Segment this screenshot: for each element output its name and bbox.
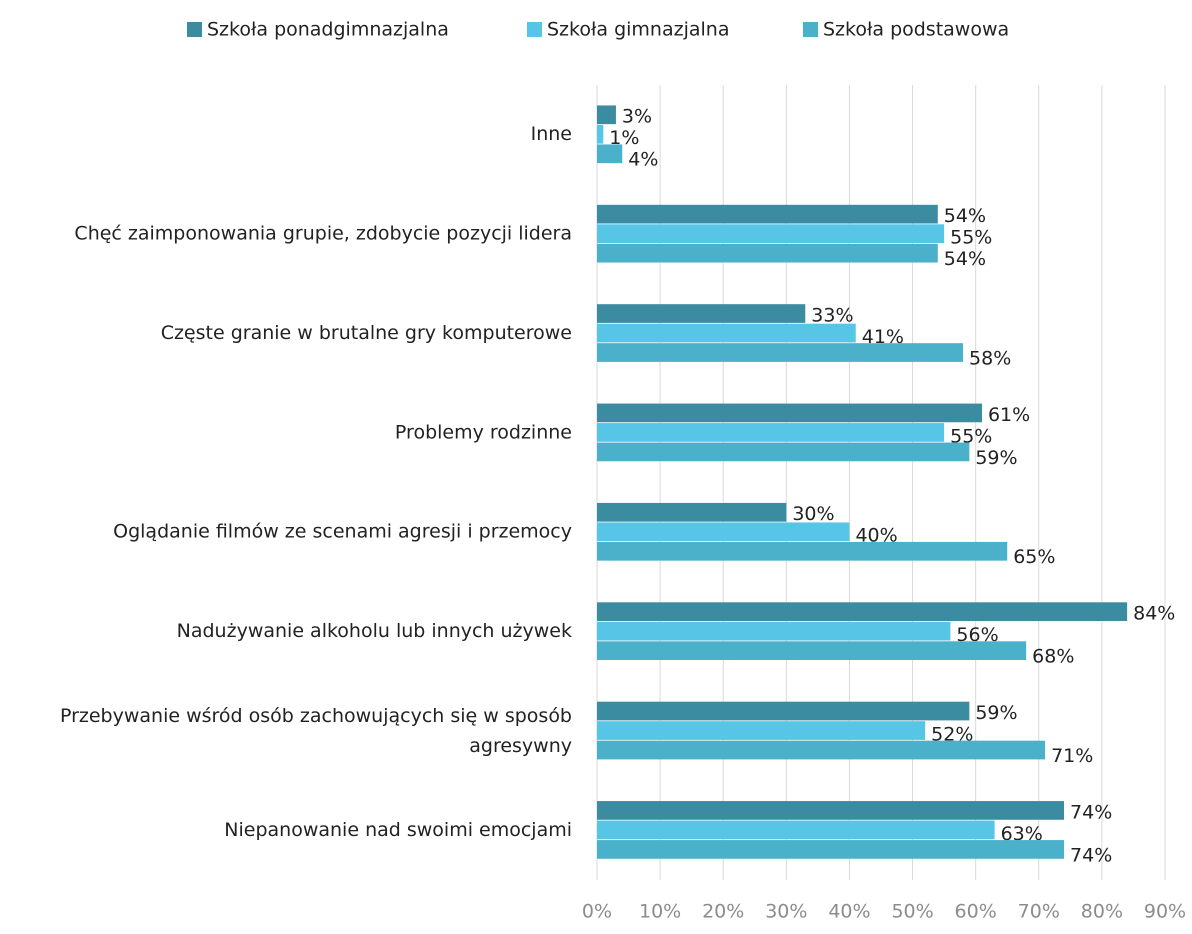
data-label: 74% — [1070, 844, 1112, 866]
data-label: 59% — [975, 702, 1017, 724]
category-label: Oglądanie filmów ze scenami agresji i pr… — [113, 521, 572, 543]
data-label: 71% — [1051, 745, 1093, 767]
bar — [597, 304, 806, 323]
category-label: Problemy rodzinne — [395, 421, 572, 443]
bar — [597, 224, 945, 244]
x-tick-label: 90% — [1144, 901, 1186, 923]
bar — [597, 423, 945, 442]
data-label: 4% — [628, 149, 658, 171]
data-label: 33% — [811, 304, 853, 326]
bar — [597, 820, 995, 840]
data-label: 58% — [969, 347, 1011, 369]
data-label: 40% — [855, 525, 897, 547]
legend-label: Szkoła gimnazjalna — [547, 19, 729, 41]
data-label: 68% — [1032, 646, 1074, 668]
data-label: 74% — [1070, 801, 1112, 823]
category-label: Przebywanie wśród osób zachowujących się… — [60, 704, 572, 756]
legend-label: Szkoła ponadgimnazjalna — [207, 19, 449, 41]
data-label: 1% — [609, 127, 639, 149]
bar — [597, 701, 970, 721]
bar — [597, 323, 856, 343]
bar — [597, 105, 616, 125]
x-tick-label: 70% — [1018, 901, 1060, 923]
category-label: Chęć zaimponowania grupie, zdobycie pozy… — [74, 223, 572, 245]
data-label: 59% — [975, 447, 1017, 469]
bar — [597, 840, 1065, 859]
data-label: 61% — [988, 404, 1030, 426]
bar — [597, 602, 1128, 622]
bar — [597, 502, 787, 522]
legend-swatch — [527, 22, 542, 37]
bar — [597, 721, 926, 740]
data-label: 63% — [1001, 823, 1043, 845]
x-tick-label: 20% — [702, 901, 744, 923]
category-label: Inne — [531, 123, 572, 145]
data-label: 55% — [950, 425, 992, 447]
bar — [597, 442, 970, 462]
data-label: 54% — [944, 248, 986, 270]
data-label: 65% — [1013, 546, 1055, 568]
bar — [597, 204, 938, 224]
category-label: Niepanowanie nad swoimi emocjami — [224, 819, 572, 841]
x-tick-label: 80% — [1081, 901, 1123, 923]
data-label: 84% — [1133, 603, 1175, 625]
x-tick-label: 30% — [765, 901, 807, 923]
x-tick-label: 40% — [828, 901, 870, 923]
bar — [597, 243, 938, 263]
data-label: 54% — [944, 205, 986, 227]
legend-swatch — [803, 22, 818, 37]
bar — [597, 403, 982, 423]
bar — [597, 801, 1065, 820]
data-label: 56% — [956, 624, 998, 646]
data-label: 3% — [622, 106, 652, 128]
bar — [597, 343, 964, 362]
data-label: 55% — [950, 227, 992, 249]
bar — [597, 522, 850, 542]
bar — [597, 124, 604, 144]
x-tick-label: 10% — [639, 901, 681, 923]
x-tick-label: 0% — [582, 901, 612, 923]
bar — [597, 541, 1008, 561]
bar — [597, 621, 951, 641]
category-label: Nadużywanie alkoholu lub innych używek — [177, 620, 572, 642]
bar — [597, 740, 1046, 760]
category-label: Częste granie w brutalne gry komputerowe — [161, 322, 572, 344]
legend-label: Szkoła podstawowa — [823, 19, 1009, 41]
legend-swatch — [187, 22, 202, 37]
bar — [597, 641, 1027, 661]
x-tick-label: 60% — [955, 901, 997, 923]
bar — [597, 144, 623, 164]
x-tick-label: 50% — [891, 901, 933, 923]
data-label: 52% — [931, 723, 973, 745]
data-label: 30% — [792, 503, 834, 525]
data-label: 41% — [862, 326, 904, 348]
